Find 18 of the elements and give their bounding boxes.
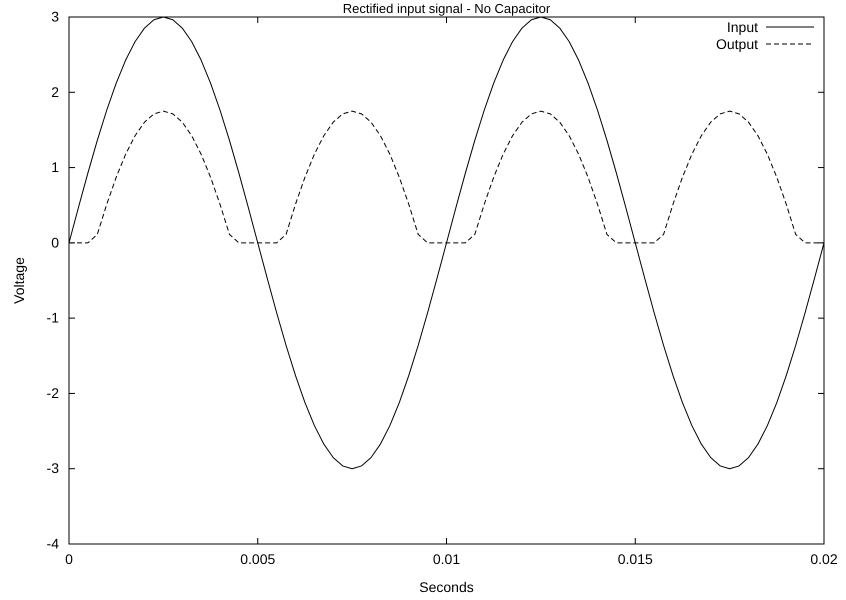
y-tick-label: 2 bbox=[51, 84, 60, 100]
y-tick-label: -1 bbox=[46, 310, 60, 326]
chart-title: Rectified input signal - No Capacitor bbox=[342, 1, 551, 16]
y-tick-label: -4 bbox=[46, 535, 60, 552]
y-tick-label: 3 bbox=[51, 8, 60, 24]
x-tick-label: 0.015 bbox=[618, 550, 653, 567]
x-tick-label: 0 bbox=[65, 550, 74, 567]
y-tick-label: 0 bbox=[51, 234, 60, 250]
x-tick-label: 0.01 bbox=[432, 550, 460, 567]
legend-label: Output bbox=[716, 36, 758, 52]
y-tick-label: -2 bbox=[46, 384, 60, 401]
x-tick-label: 0.02 bbox=[810, 550, 838, 567]
y-axis-title: Voltage bbox=[11, 256, 27, 304]
y-tick-label: -3 bbox=[46, 460, 60, 476]
x-tick-label: 0.005 bbox=[240, 550, 276, 567]
legend-label: Input bbox=[726, 19, 758, 35]
y-tick-label: 1 bbox=[51, 159, 60, 176]
x-axis-title: Seconds bbox=[419, 579, 474, 595]
